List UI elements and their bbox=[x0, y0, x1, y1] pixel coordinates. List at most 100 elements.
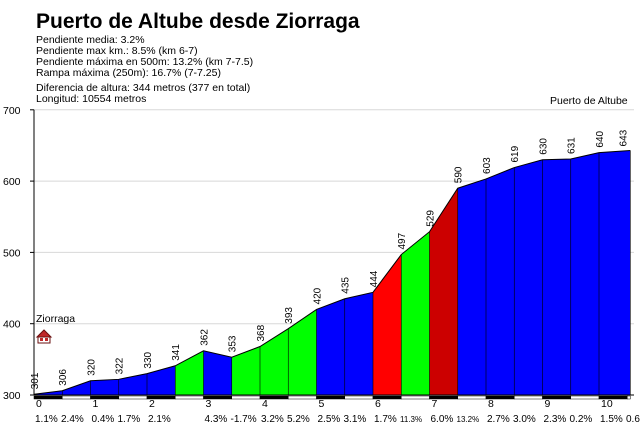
gradient-label: 3.1% bbox=[344, 414, 367, 425]
km-bar-segment bbox=[344, 395, 374, 400]
elevation-label: 497 bbox=[397, 232, 408, 249]
x-tick-label: 9 bbox=[545, 398, 551, 410]
segment-dividers bbox=[61, 150, 631, 395]
profile-segment bbox=[570, 152, 599, 395]
gradient-label: 1.5% bbox=[600, 414, 623, 425]
gradient-label: -1.7% bbox=[231, 414, 257, 425]
elevation-label: 603 bbox=[482, 157, 493, 174]
km-bar-segment bbox=[231, 395, 261, 400]
profile-areas bbox=[33, 149, 631, 395]
gradient-label: 2.1% bbox=[148, 414, 171, 425]
elevation-label: 393 bbox=[284, 307, 295, 324]
y-tick-label: 700 bbox=[3, 105, 21, 117]
gradient-label: 5.2% bbox=[287, 414, 310, 425]
elevation-label: 640 bbox=[595, 130, 606, 147]
gradient-label: 1.7% bbox=[118, 414, 141, 425]
gradient-label: 2.4% bbox=[61, 414, 84, 425]
km-bar-segment bbox=[570, 395, 600, 400]
elevation-label: 353 bbox=[228, 335, 239, 352]
start-place-label: Ziorraga bbox=[36, 313, 75, 325]
profile-segment bbox=[118, 373, 147, 395]
profile-segment bbox=[429, 188, 458, 395]
elevation-label: 619 bbox=[510, 145, 521, 162]
km-bar-segment bbox=[118, 395, 148, 400]
gradient-label: 2.5% bbox=[318, 414, 341, 425]
elevation-label: 631 bbox=[567, 137, 578, 154]
y-tick-label: 500 bbox=[3, 247, 21, 259]
profile-segment bbox=[288, 309, 317, 395]
elevation-label: 330 bbox=[143, 351, 154, 368]
profile-segment bbox=[231, 346, 260, 395]
x-tick-label: 4 bbox=[262, 398, 268, 410]
info-line-height-difference: Diferencia de altura: 344 metros (377 en… bbox=[36, 82, 250, 94]
profile-segment bbox=[147, 365, 176, 395]
profile-segment bbox=[599, 150, 631, 395]
profile-segment bbox=[62, 380, 91, 395]
elevation-label: 590 bbox=[454, 166, 465, 183]
profile-segment bbox=[316, 298, 345, 395]
x-tick-label: 8 bbox=[488, 398, 494, 410]
x-tick-label: 3 bbox=[206, 398, 212, 410]
x-tick-label: 10 bbox=[601, 398, 613, 410]
info-line-length: Longitud: 10554 metros bbox=[36, 93, 146, 105]
gradient-label: 13.2% bbox=[457, 415, 480, 424]
profile-segment bbox=[486, 167, 515, 395]
km-bar-segment bbox=[62, 395, 91, 400]
profile-segment bbox=[344, 292, 373, 395]
chart-title: Puerto de Altube desde Ziorraga bbox=[36, 10, 360, 33]
y-tick-labels: 300 400 500 600 700 bbox=[3, 105, 34, 402]
km-bar-segment bbox=[627, 395, 631, 400]
gradient-label: 2.3% bbox=[544, 414, 567, 425]
km-bar-segment bbox=[514, 395, 543, 400]
x-tick-labels: 0 1 2 3 4 5 6 7 8 9 10 bbox=[36, 398, 613, 410]
x-tick-label: 7 bbox=[432, 398, 438, 410]
x-tick-label: 6 bbox=[375, 398, 381, 410]
elevation-label: 306 bbox=[58, 369, 69, 386]
km-bar-segment bbox=[401, 395, 430, 400]
gradient-label: 3.0% bbox=[513, 414, 536, 425]
gradient-label: 1.1% bbox=[35, 414, 58, 425]
profile-segment bbox=[90, 379, 119, 395]
info-line-max-500m-gradient: Pendiente máxima en 500m: 13.2% (km 7-7.… bbox=[36, 56, 253, 68]
elevation-label: 320 bbox=[87, 359, 98, 376]
profile-segment bbox=[542, 158, 571, 395]
gradient-label: 6.0% bbox=[431, 414, 454, 425]
gradient-labels: 1.1% 2.4% 0.4% 1.7% 2.1% 4.3% -1.7% 3.2% 5.2% 2.5… bbox=[35, 414, 640, 425]
elevation-label: 529 bbox=[426, 210, 437, 227]
town-icon bbox=[35, 329, 53, 344]
elevation-label: 444 bbox=[369, 270, 380, 287]
km-bar-segment bbox=[457, 395, 487, 400]
elevation-label: 630 bbox=[539, 138, 550, 155]
x-tick-label: 1 bbox=[93, 398, 99, 410]
gradient-label: 0.4% bbox=[92, 414, 115, 425]
elevation-label: 301 bbox=[30, 372, 41, 389]
info-line-max-ramp: Rampa máxima (250m): 16.7% (7-7.25) bbox=[36, 67, 221, 79]
gradient-label: 1.7% bbox=[374, 414, 397, 425]
profile-segment bbox=[401, 231, 430, 395]
profile-segment bbox=[457, 178, 486, 395]
x-tick-label: 5 bbox=[319, 398, 325, 410]
km-bar-segment bbox=[288, 395, 317, 400]
elevation-label: 435 bbox=[341, 277, 352, 294]
profile-segment bbox=[203, 350, 232, 395]
gradient-label: 0.6% bbox=[626, 414, 640, 425]
profile-segment bbox=[514, 159, 543, 395]
elevation-label: 420 bbox=[313, 287, 324, 304]
elevation-label: 362 bbox=[200, 329, 211, 346]
km-bar-segment bbox=[175, 395, 204, 400]
elevation-label: 341 bbox=[171, 344, 182, 361]
elevation-label: 322 bbox=[115, 357, 126, 374]
y-tick-label: 600 bbox=[3, 176, 21, 188]
profile-segment bbox=[175, 350, 204, 395]
elevation-label: 643 bbox=[618, 129, 629, 146]
gradient-label: 0.2% bbox=[570, 414, 593, 425]
x-tick-label: 0 bbox=[36, 398, 42, 410]
gradient-label: 4.3% bbox=[205, 414, 228, 425]
info-line-max-km-gradient: Pendiente max km.: 8.5% (km 6-7) bbox=[36, 45, 198, 57]
elevation-labels: 301 306 320 322 330 341 362 353 368 393 420 435 444 4… bbox=[30, 129, 629, 389]
profile-segment bbox=[373, 254, 402, 395]
info-line-avg-gradient: Pendiente media: 3.2% bbox=[36, 34, 145, 46]
elevation-label: 368 bbox=[256, 324, 267, 341]
y-tick-label: 300 bbox=[3, 390, 21, 402]
